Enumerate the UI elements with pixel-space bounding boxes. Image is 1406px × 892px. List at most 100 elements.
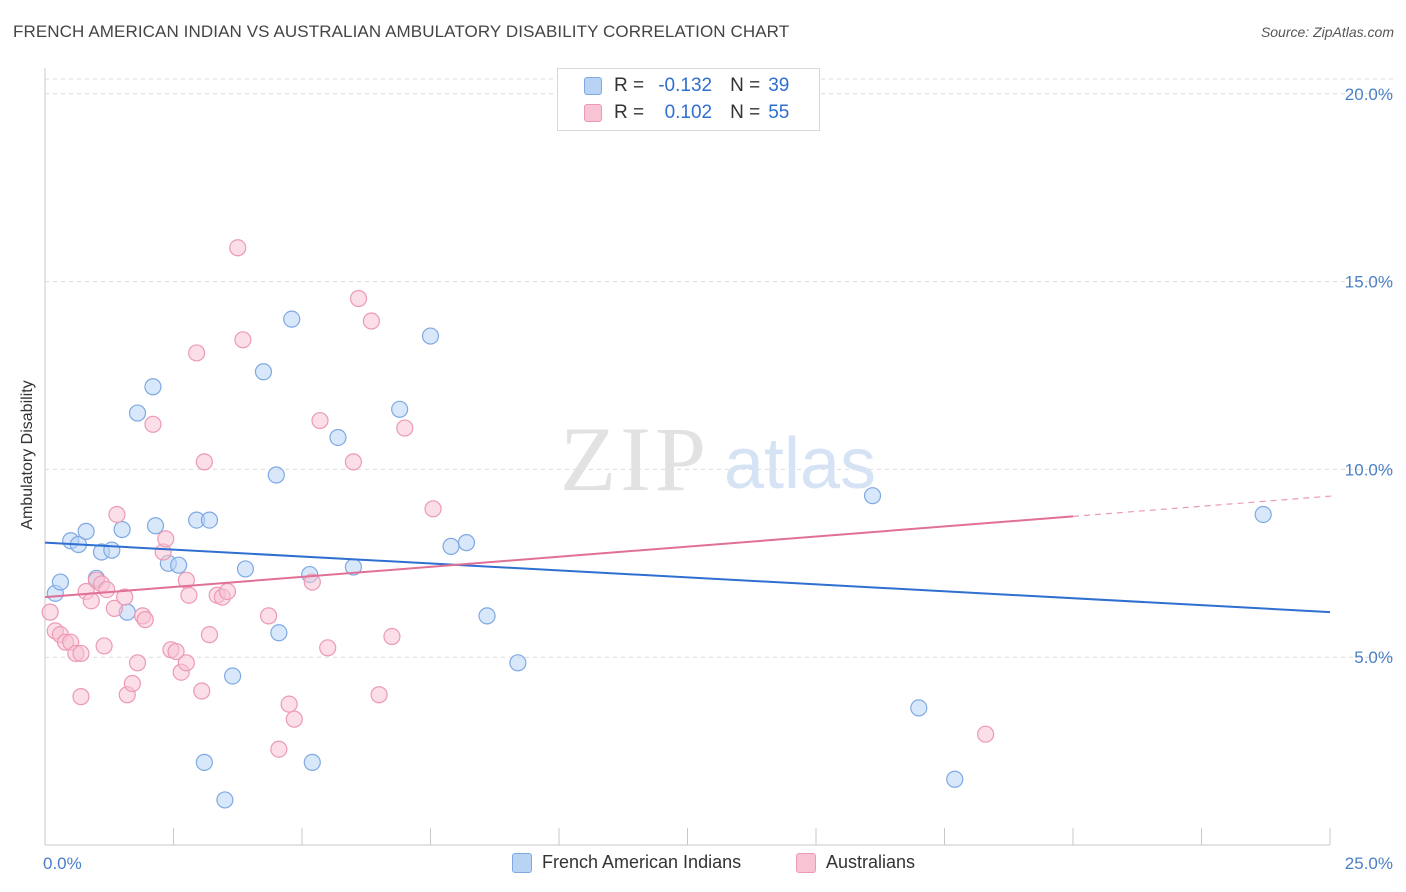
data-point-french-american-indians [144,378,162,396]
data-point-australians [234,331,252,349]
data-point-australians [180,586,198,604]
legend-row-blue: R = -0.132 N = 39 [584,73,789,99]
data-point-australians [95,637,113,655]
data-point-australians [424,500,442,518]
data-point-french-american-indians [224,667,242,685]
legend-label: French American Indians [542,852,742,872]
y-tick-label: 15.0% [1345,273,1393,292]
data-point-australians [177,654,195,672]
data-point-australians [280,695,298,713]
data-point-french-american-indians [457,534,476,552]
data-point-australians [270,740,288,758]
data-point-australians [82,592,100,610]
axes [44,68,1331,846]
data-point-australians [105,599,123,617]
legend-swatch-pink [796,852,816,873]
legend-n-value: 39 [768,75,790,96]
series-legend: French American Indians Australians [0,852,1406,876]
data-point-french-american-indians [1254,505,1272,524]
legend-swatch-blue [512,852,532,873]
x-tick-label: 25.0% [1345,854,1393,873]
data-point-french-american-indians [236,560,255,578]
data-point-australians [285,710,303,728]
data-point-australians [218,582,237,601]
legend-row-pink: R = 0.102 N = 55 [584,100,789,126]
legend-item-french-american-indians[interactable]: French American Indians [512,852,741,873]
data-point-french-american-indians [863,487,882,505]
legend-swatch-blue [584,77,602,95]
data-point-australians [188,344,206,362]
data-point-australians [123,674,141,693]
legend-n-value: 55 [768,102,790,123]
data-point-australians [349,289,368,308]
data-point-french-american-indians [216,791,234,809]
series-australians [41,239,995,758]
data-point-australians [167,642,185,661]
data-point-french-american-indians [200,511,219,529]
data-point-french-american-indians [329,428,347,447]
y-tick-label: 10.0% [1345,460,1393,479]
legend-r-label: R = [614,102,645,123]
data-point-french-american-indians [509,654,527,672]
data-point-french-american-indians [910,699,928,717]
data-point-australians [41,603,59,621]
data-point-australians [362,312,380,330]
data-point-australians [195,453,213,471]
series-french-american-indians [46,310,1272,809]
data-point-australians [116,588,134,606]
correlation-legend: R = -0.132 N = 39 R = 0.102 N = 55 [557,68,820,131]
trend-line-australians-extension [1072,495,1337,517]
legend-item-australians[interactable]: Australians [796,852,915,873]
trend-line-french-american-indians [44,541,1331,614]
data-point-french-american-indians [113,520,131,539]
data-point-french-american-indians [77,522,95,540]
data-point-french-american-indians [421,327,440,345]
data-point-french-american-indians [270,624,288,642]
legend-swatch-pink [584,104,602,122]
trend-lines [44,495,1337,614]
data-point-french-american-indians [254,363,273,381]
data-point-australians [128,654,147,672]
legend-label: Australians [826,852,916,872]
watermark: ZIP atlas [560,408,876,510]
data-point-australians [144,415,162,433]
data-point-australians [193,682,211,700]
x-tick-label: 0.0% [43,854,82,873]
legend-n-label: N = [730,75,761,96]
data-point-australians [157,530,175,548]
data-point-australians [370,686,388,704]
data-point-french-american-indians [128,404,147,422]
tick-labels: 5.0% 10.0% 15.0% 20.0% 0.0% 25.0% [43,85,1393,873]
data-point-australians [229,239,247,257]
data-point-french-american-indians [51,573,70,591]
data-point-australians [319,639,337,657]
chart-title: FRENCH AMERICAN INDIAN VS AUSTRALIAN AMB… [13,22,790,41]
data-point-australians [311,411,329,430]
data-point-australians [977,725,995,743]
data-point-australians [72,688,90,706]
y-tick-label: 20.0% [1345,85,1393,104]
data-point-australians [344,453,362,471]
data-point-australians [108,505,126,524]
watermark-zip: ZIP [560,408,710,510]
data-point-australians [396,419,414,437]
data-point-french-american-indians [146,517,165,535]
source-credit: Source: ZipAtlas.com [1260,24,1394,40]
data-point-australians [383,627,401,646]
watermark-atlas: atlas [724,424,876,504]
trend-line-australians [44,515,1074,599]
legend-r-label: R = [614,75,645,96]
data-point-french-american-indians [391,400,409,418]
data-point-french-american-indians [195,753,213,771]
data-point-australians [200,626,219,644]
data-point-french-american-indians [442,537,460,555]
data-point-australians [259,607,278,625]
data-point-french-american-indians [267,466,285,484]
data-point-french-american-indians [170,556,188,574]
data-point-french-american-indians [946,770,964,788]
data-point-french-american-indians [303,753,321,771]
data-point-australians [98,580,116,599]
legend-r-value: -0.132 [658,75,713,96]
data-point-french-american-indians [103,541,121,559]
